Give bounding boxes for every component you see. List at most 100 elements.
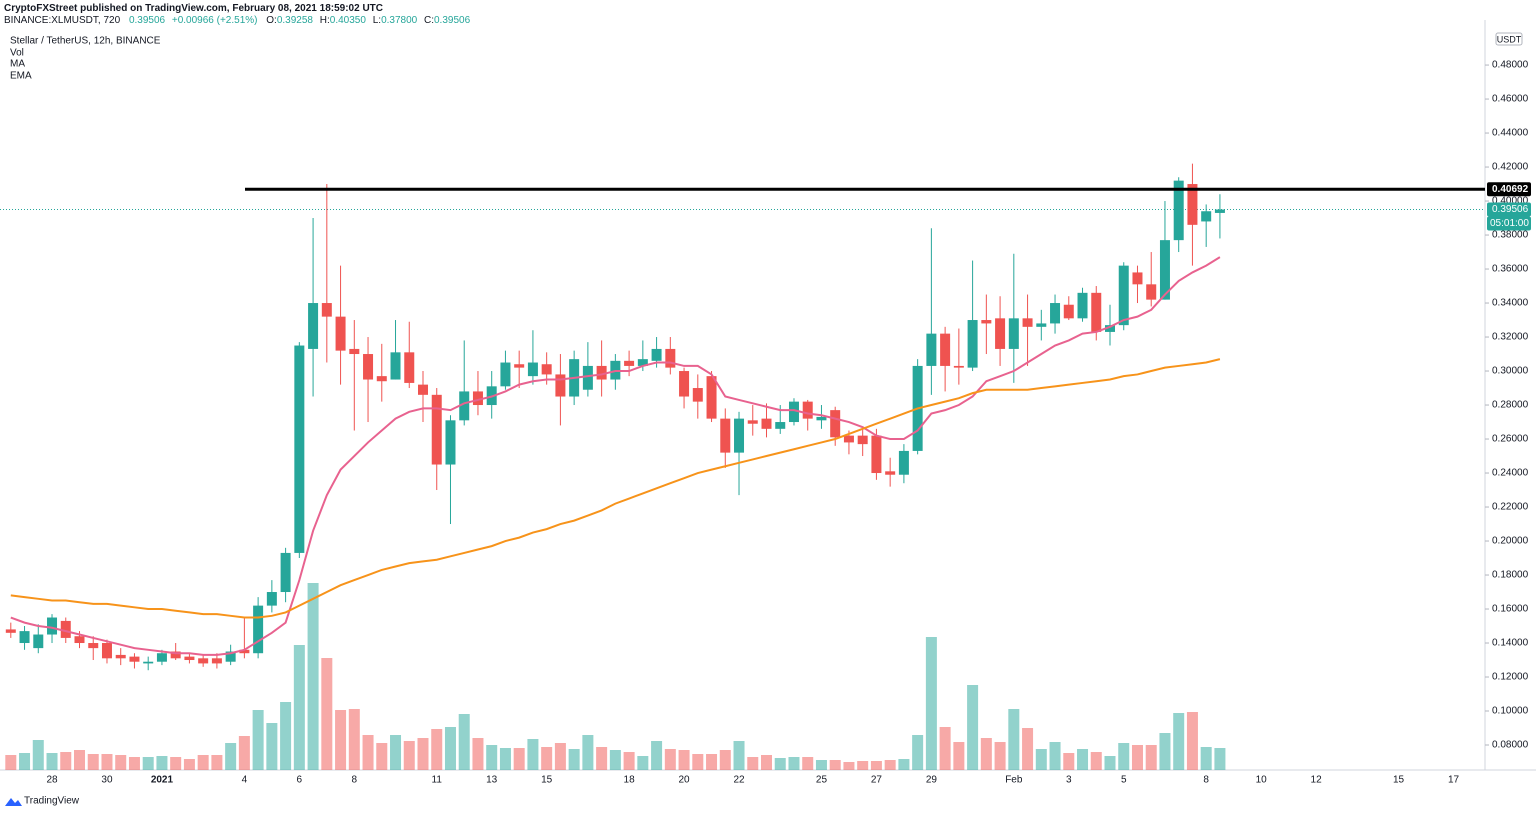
candle-body bbox=[225, 651, 236, 662]
candle-body bbox=[1077, 292, 1088, 319]
candle-body bbox=[720, 418, 731, 453]
symbol-line: BINANCE:XLMUSDT, 720 0.39506 +0.00966 (+… bbox=[4, 15, 471, 26]
volume-bar bbox=[788, 757, 800, 770]
candle-body bbox=[308, 303, 319, 349]
x-tick-label: 22 bbox=[733, 775, 745, 786]
volume-bar bbox=[142, 757, 154, 770]
candle-body bbox=[706, 376, 717, 419]
candle-body bbox=[747, 420, 758, 424]
price-badge-label: 0.39506 bbox=[1492, 204, 1529, 215]
candle-body bbox=[871, 435, 882, 474]
ohlc-label: H: bbox=[320, 15, 330, 26]
volume-bar bbox=[829, 760, 841, 770]
volume-bar bbox=[335, 710, 347, 770]
candle-body bbox=[198, 658, 209, 664]
countdown-badge bbox=[1487, 216, 1531, 231]
volume-bar bbox=[321, 658, 333, 770]
logo-icon bbox=[5, 798, 22, 806]
candle-body bbox=[885, 471, 896, 475]
volume-bar bbox=[980, 738, 992, 770]
volume-bar bbox=[266, 723, 278, 770]
x-tick-label: 12 bbox=[1311, 775, 1323, 786]
countdown-label: 05:01:00 bbox=[1490, 218, 1529, 229]
y-tick-label: 0.22000 bbox=[1492, 502, 1529, 513]
candle-body bbox=[981, 320, 992, 324]
candle-body bbox=[459, 391, 470, 421]
volume-bar bbox=[156, 756, 168, 770]
volume-bar bbox=[1077, 749, 1089, 770]
candle-body bbox=[692, 388, 703, 402]
candle-body bbox=[404, 352, 415, 383]
candle-body bbox=[953, 365, 964, 368]
candle-body bbox=[445, 420, 456, 465]
volume-bar bbox=[362, 735, 374, 770]
brand: TradingView bbox=[24, 796, 80, 807]
price-badge bbox=[1487, 202, 1531, 217]
y-tick-label: 0.36000 bbox=[1492, 264, 1529, 275]
y-tick-label: 0.30000 bbox=[1492, 366, 1529, 377]
volume-bar bbox=[1145, 745, 1157, 770]
candle-body bbox=[472, 391, 483, 406]
volume-bar bbox=[568, 749, 580, 770]
y-tick-label: 0.38000 bbox=[1492, 230, 1529, 241]
ohlc-label: L: bbox=[373, 15, 381, 26]
change: +0.00966 (+2.51%) bbox=[172, 15, 258, 26]
volume-bar bbox=[60, 752, 72, 770]
volume-bar bbox=[1049, 742, 1061, 770]
candle-body bbox=[1022, 318, 1033, 327]
candle-body bbox=[88, 643, 99, 649]
candle-body bbox=[5, 629, 16, 633]
indicator-line bbox=[10, 358, 1221, 619]
x-tick-label: 4 bbox=[242, 775, 248, 786]
volume-bar bbox=[486, 745, 498, 770]
currency-box bbox=[1495, 32, 1523, 46]
volume-bar bbox=[458, 714, 470, 770]
candle-body bbox=[390, 352, 401, 380]
candle-body bbox=[514, 364, 525, 368]
candle-body bbox=[500, 362, 511, 387]
volume-bar bbox=[1035, 749, 1047, 770]
candle-body bbox=[239, 649, 250, 654]
candle-body bbox=[541, 364, 552, 375]
volume-bar bbox=[527, 739, 539, 770]
candle-body bbox=[637, 359, 648, 366]
candle-body bbox=[47, 617, 58, 635]
volume-bar bbox=[609, 750, 621, 770]
volume-bar bbox=[843, 762, 855, 770]
volume-bar bbox=[1063, 753, 1075, 770]
candle-body bbox=[582, 365, 593, 390]
candle-body bbox=[940, 333, 951, 366]
volume-bar bbox=[348, 709, 360, 770]
candle-body bbox=[129, 656, 140, 662]
ohlc-value: 0.39258 bbox=[277, 15, 314, 26]
volume-bar bbox=[1090, 752, 1102, 770]
volume-bar bbox=[115, 755, 127, 770]
candle-body bbox=[211, 658, 222, 664]
candle-body bbox=[830, 410, 841, 438]
ohlc-label: O: bbox=[266, 15, 277, 26]
candle-body bbox=[816, 416, 827, 421]
volume-bar bbox=[183, 759, 195, 770]
volume-bar bbox=[5, 755, 17, 770]
volume-bar bbox=[664, 749, 676, 770]
volume-bar bbox=[376, 743, 388, 770]
y-tick-label: 0.40000 bbox=[1492, 196, 1529, 207]
candle-body bbox=[349, 348, 360, 355]
candle-body bbox=[1063, 304, 1074, 319]
candle-body bbox=[143, 661, 154, 664]
ohlc-label: C: bbox=[424, 15, 434, 26]
volume-bar bbox=[19, 753, 31, 770]
volume-bar bbox=[774, 758, 786, 770]
ohlc-value: 0.40350 bbox=[330, 15, 367, 26]
volume-bar bbox=[252, 710, 264, 770]
candle-body bbox=[843, 435, 854, 443]
candle-body bbox=[679, 371, 690, 397]
y-tick-label: 0.16000 bbox=[1492, 604, 1529, 615]
candle-body bbox=[280, 552, 291, 593]
candle-body bbox=[376, 376, 387, 382]
y-tick-label: 0.34000 bbox=[1492, 298, 1529, 309]
volume-bar bbox=[925, 637, 937, 770]
volume-bar bbox=[403, 741, 415, 770]
